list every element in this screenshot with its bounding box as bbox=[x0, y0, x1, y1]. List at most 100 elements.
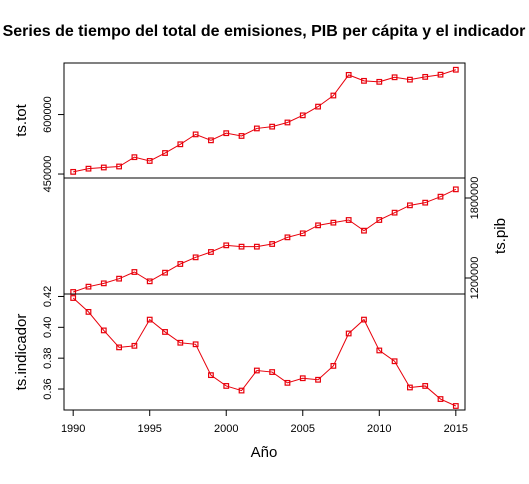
data-point bbox=[361, 227, 367, 234]
data-point bbox=[85, 165, 92, 172]
data-point bbox=[85, 283, 92, 290]
data-point bbox=[315, 376, 321, 383]
panel-frame bbox=[63, 293, 466, 411]
data-point bbox=[269, 123, 276, 130]
y-tick-label: 450000 bbox=[42, 156, 54, 193]
data-point bbox=[361, 316, 367, 323]
data-point bbox=[253, 367, 260, 374]
data-point bbox=[407, 76, 413, 83]
data-point bbox=[284, 379, 291, 386]
data-point bbox=[391, 358, 398, 365]
data-point bbox=[437, 396, 444, 402]
data-point bbox=[422, 73, 429, 80]
data-point bbox=[407, 202, 413, 209]
data-point bbox=[192, 341, 199, 348]
data-point bbox=[100, 280, 107, 287]
data-point bbox=[192, 131, 199, 138]
data-point bbox=[345, 330, 352, 337]
data-point bbox=[284, 119, 291, 126]
data-point bbox=[70, 295, 77, 301]
data-point bbox=[208, 137, 214, 144]
data-point bbox=[162, 269, 168, 276]
data-point bbox=[376, 217, 383, 223]
data-point bbox=[299, 375, 306, 382]
data-point bbox=[131, 269, 138, 275]
data-point bbox=[238, 387, 245, 394]
data-point bbox=[162, 329, 168, 335]
data-point bbox=[146, 158, 153, 164]
x-tick-label: 1990 bbox=[61, 423, 85, 435]
data-point bbox=[100, 327, 107, 334]
y-tick-label: 0.42 bbox=[42, 286, 54, 307]
data-point bbox=[131, 342, 138, 349]
data-point bbox=[391, 74, 398, 81]
series-line bbox=[73, 69, 456, 173]
plot-area: 450000 600000 ts.tot 1200000 1800000 ts.pib 0.… bbox=[13, 62, 509, 435]
data-point bbox=[376, 347, 383, 354]
data-point bbox=[452, 66, 459, 73]
data-point bbox=[407, 384, 413, 391]
data-point bbox=[116, 344, 122, 351]
data-point bbox=[269, 369, 276, 375]
y-tick-label: 1200000 bbox=[469, 257, 481, 300]
data-point bbox=[345, 71, 352, 78]
y-tick-label: 0.38 bbox=[42, 347, 54, 368]
data-point bbox=[116, 163, 122, 170]
data-point bbox=[253, 125, 260, 132]
data-point bbox=[452, 186, 459, 193]
data-point bbox=[208, 372, 214, 379]
chart-title: Series de tiempo del total de emisiones,… bbox=[3, 23, 526, 40]
data-point bbox=[299, 230, 306, 237]
x-tick-label: 2005 bbox=[291, 423, 315, 435]
data-point bbox=[100, 164, 107, 171]
x-tick-label: 2015 bbox=[444, 423, 468, 435]
data-point bbox=[146, 316, 153, 323]
data-point bbox=[131, 154, 138, 161]
y-tick-label: 0.36 bbox=[42, 378, 54, 399]
data-point bbox=[223, 383, 230, 389]
data-point bbox=[177, 339, 184, 346]
x-tick-label: 2010 bbox=[367, 423, 391, 435]
y-tick-label: 600000 bbox=[42, 96, 54, 133]
data-point bbox=[223, 130, 230, 137]
y-axis-label: ts.indicador bbox=[13, 314, 30, 391]
data-point bbox=[422, 199, 429, 206]
data-point bbox=[269, 241, 276, 247]
x-tick-label: 1995 bbox=[137, 423, 161, 435]
data-point bbox=[330, 362, 337, 369]
panel-ts-tot: 450000 600000 ts.tot bbox=[13, 62, 466, 193]
data-point bbox=[223, 242, 230, 249]
data-point bbox=[330, 92, 337, 99]
data-point bbox=[391, 209, 398, 216]
data-point bbox=[376, 78, 383, 85]
data-point bbox=[208, 249, 214, 255]
series-line bbox=[72, 297, 457, 407]
data-point bbox=[422, 383, 429, 389]
data-point bbox=[345, 217, 352, 223]
panel-ts-pib: 1200000 1800000 ts.pib bbox=[63, 177, 509, 300]
data-point bbox=[70, 168, 77, 175]
y-axis-label: ts.pib bbox=[492, 218, 509, 254]
x-axis: 1990 1995 2000 2005 2010 2015 bbox=[61, 409, 468, 435]
y-tick-label: 0.40 bbox=[42, 317, 54, 338]
panel-frame bbox=[63, 62, 466, 179]
panel-ts-indicador: 0.36 0.38 0.40 0.42 ts.indicador bbox=[13, 286, 466, 411]
data-point bbox=[437, 193, 444, 200]
data-point bbox=[238, 133, 245, 139]
data-point bbox=[162, 150, 168, 156]
data-point bbox=[85, 308, 92, 315]
data-point bbox=[299, 112, 306, 119]
data-point bbox=[361, 77, 367, 84]
series-line bbox=[73, 188, 457, 293]
data-point bbox=[192, 254, 199, 261]
data-point bbox=[330, 219, 337, 226]
data-point bbox=[238, 243, 245, 250]
x-tick-label: 2000 bbox=[214, 423, 238, 435]
data-point bbox=[177, 261, 184, 267]
data-point bbox=[452, 403, 459, 409]
data-point bbox=[146, 278, 153, 285]
data-point bbox=[437, 71, 444, 78]
data-point bbox=[284, 234, 291, 241]
y-tick-label: 1800000 bbox=[469, 177, 481, 220]
